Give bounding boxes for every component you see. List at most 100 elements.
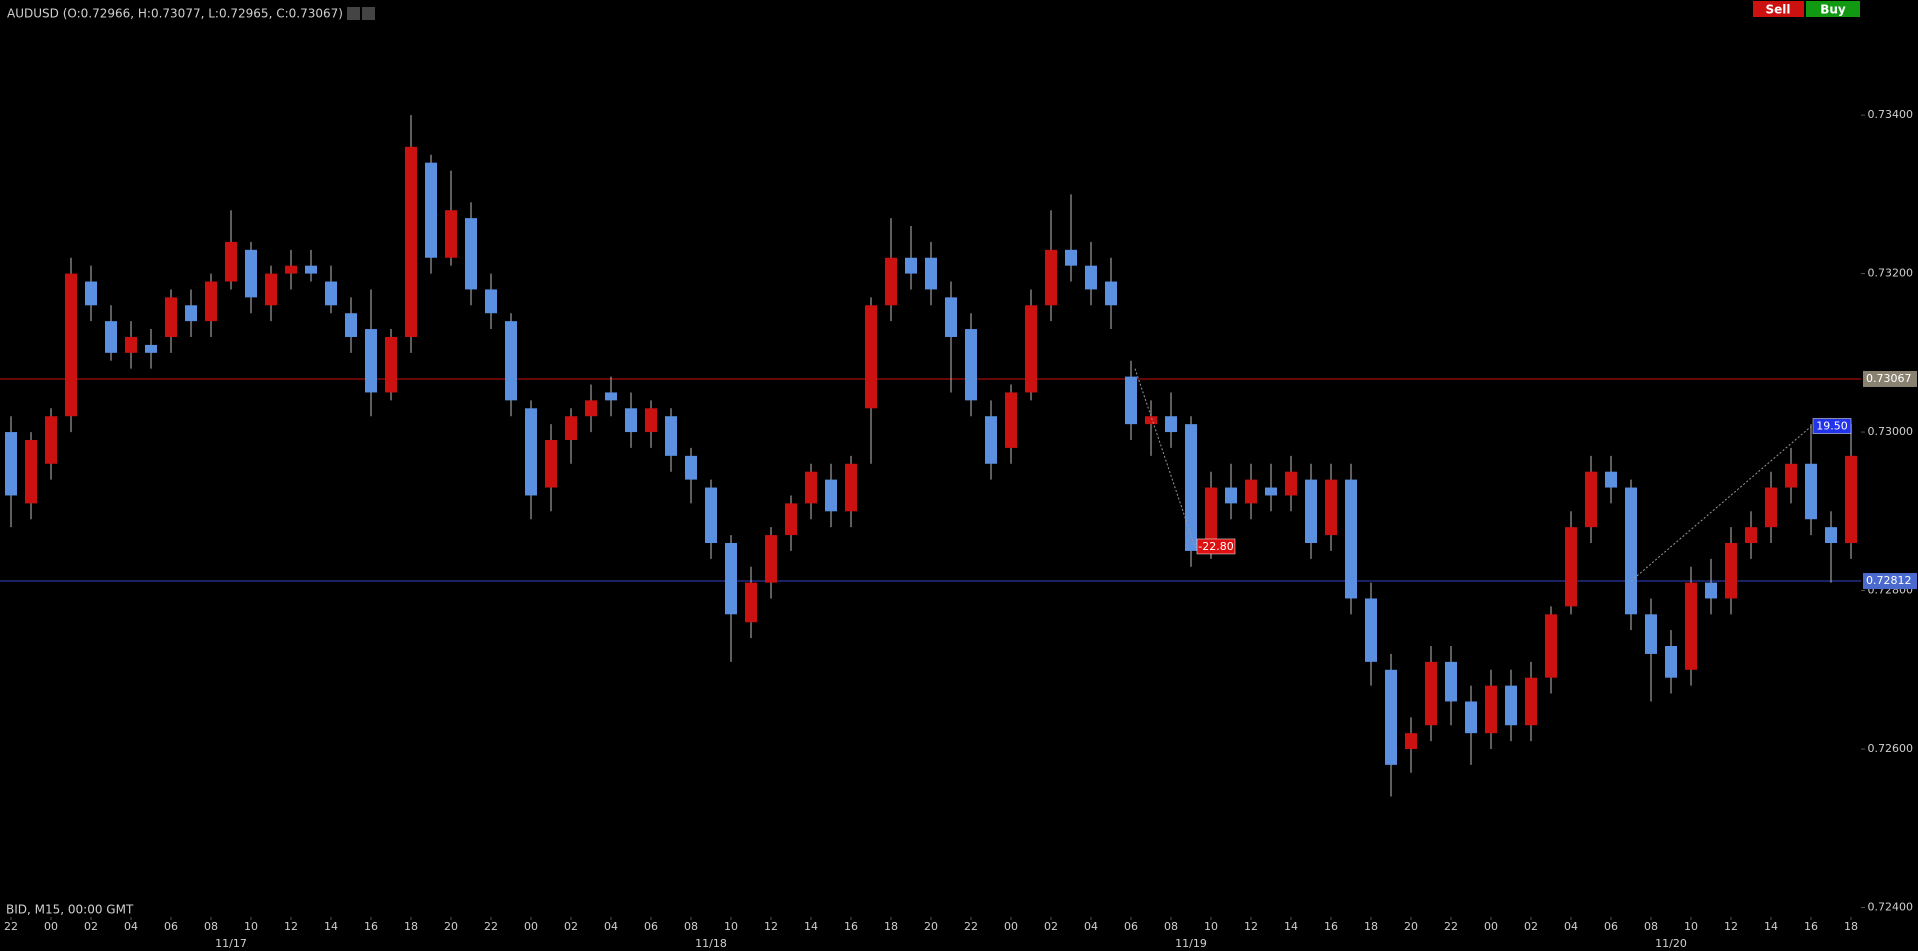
candle-body [45, 416, 57, 464]
date-label: 11/17 [215, 937, 247, 950]
y-tick-label: 0.73000 [1868, 425, 1914, 438]
candle-body [1845, 455, 1857, 544]
candle-body [1125, 376, 1137, 425]
candle-body [645, 408, 657, 433]
x-tick-label: 02 [84, 920, 98, 933]
candle-body [685, 455, 697, 480]
icon[interactable] [347, 7, 360, 20]
buy-label[interactable]: Buy [1820, 3, 1846, 17]
chart-title: AUDUSD (O:0.72966, H:0.73077, L:0.72965,… [7, 7, 343, 21]
x-tick-label: 04 [1564, 920, 1578, 933]
candle-body [165, 297, 177, 337]
x-tick-label: 12 [1724, 920, 1738, 933]
candle-body [865, 305, 877, 409]
candle-body [25, 439, 37, 504]
candle-body [465, 218, 477, 290]
candle-body [665, 416, 677, 456]
candle-body [1725, 543, 1737, 599]
x-tick-label: 00 [44, 920, 58, 933]
candle-body [1085, 265, 1097, 290]
x-tick-label: 20 [924, 920, 938, 933]
x-tick-label: 22 [4, 920, 18, 933]
candle-body [745, 582, 757, 623]
x-tick-label: 02 [564, 920, 578, 933]
candle-body [1005, 392, 1017, 448]
sell-button[interactable] [1753, 1, 1804, 17]
x-tick-label: 22 [964, 920, 978, 933]
candle-body [385, 336, 397, 393]
measure-label-box [1196, 538, 1236, 555]
candle-body [1045, 249, 1057, 306]
x-tick-label: 04 [604, 920, 618, 933]
candle-body [1565, 527, 1577, 607]
candle-body [565, 416, 577, 440]
candle-body [325, 281, 337, 306]
measure-line [1134, 368, 1196, 548]
candle-body [1405, 733, 1417, 750]
candle-body [1585, 471, 1597, 528]
x-tick-label: 20 [444, 920, 458, 933]
x-tick-label: 08 [1164, 920, 1178, 933]
x-tick-label: 10 [244, 920, 258, 933]
x-tick-label: 10 [1204, 920, 1218, 933]
candle-body [225, 241, 237, 282]
x-tick-label: 08 [204, 920, 218, 933]
x-tick-label: 00 [1004, 920, 1018, 933]
x-tick-label: 20 [1404, 920, 1418, 933]
x-tick-label: 02 [1524, 920, 1538, 933]
candle-body [1505, 685, 1517, 726]
buy-button[interactable] [1806, 1, 1860, 17]
x-tick-label: 16 [1804, 920, 1818, 933]
candle-body [1385, 669, 1397, 765]
candle-body [1365, 598, 1377, 662]
candle-body [845, 463, 857, 512]
x-tick-label: 08 [1644, 920, 1658, 933]
candle-body [185, 305, 197, 322]
x-tick-label: 06 [644, 920, 658, 933]
candle-body [945, 297, 957, 337]
candle-body [1445, 661, 1457, 702]
y-tick-label: 0.72600 [1868, 742, 1914, 755]
candle-body [285, 265, 297, 274]
x-tick-label: 18 [1844, 920, 1858, 933]
x-tick-label: 22 [484, 920, 498, 933]
measure-line [1630, 426, 1812, 582]
candle-body [5, 432, 17, 496]
candle-body [1605, 471, 1617, 488]
candle-body [1205, 487, 1217, 551]
sell-label[interactable]: Sell [1765, 3, 1790, 17]
measure-label-box [1812, 418, 1852, 434]
candle-body [965, 329, 977, 401]
candle-body [985, 416, 997, 464]
candle-body [1525, 677, 1537, 726]
candle-body [425, 162, 437, 258]
x-tick-label: 06 [1604, 920, 1618, 933]
x-tick-label: 16 [1324, 920, 1338, 933]
candle-body [805, 471, 817, 504]
x-tick-label: 04 [1084, 920, 1098, 933]
y-tick-label: 0.72400 [1868, 900, 1914, 913]
candle-body [485, 289, 497, 314]
candle-body [365, 329, 377, 393]
x-tick-label: 12 [764, 920, 778, 933]
x-tick-label: 04 [124, 920, 138, 933]
candle-body [1145, 416, 1157, 425]
candle-body [1305, 479, 1317, 544]
x-tick-label: 18 [1364, 920, 1378, 933]
icon[interactable] [362, 7, 375, 20]
x-tick-label: 18 [404, 920, 418, 933]
x-tick-label: 00 [1484, 920, 1498, 933]
candle-body [1705, 582, 1717, 599]
x-tick-label: 14 [324, 920, 338, 933]
x-tick-label: 10 [724, 920, 738, 933]
candle-body [445, 210, 457, 258]
x-tick-label: 06 [1124, 920, 1138, 933]
candle-body [1265, 487, 1277, 496]
candle-body [105, 321, 117, 353]
y-tick-label: 0.73400 [1868, 108, 1914, 121]
candle-body [1805, 463, 1817, 520]
candle-body [265, 273, 277, 306]
candle-body [585, 400, 597, 417]
